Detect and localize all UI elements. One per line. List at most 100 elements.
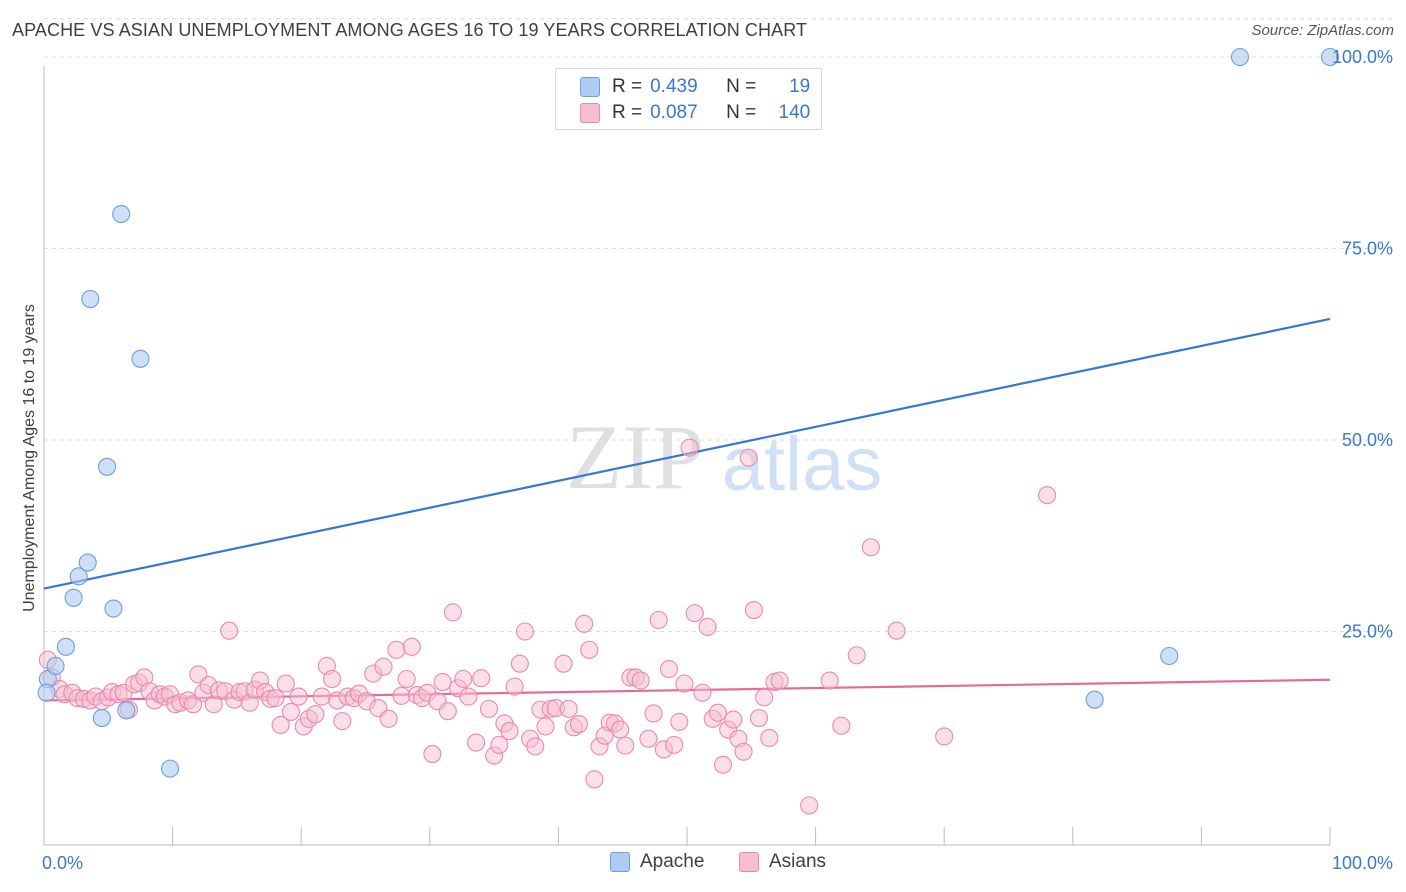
asians-point — [333, 712, 352, 731]
apache-point — [1320, 47, 1340, 67]
asians-point — [479, 699, 499, 718]
asians-point — [575, 614, 594, 633]
asians-point — [649, 610, 668, 630]
legend-n-label: N = — [726, 76, 757, 97]
asians-point — [659, 659, 679, 679]
apache-point — [112, 204, 131, 224]
asians-point — [611, 720, 630, 739]
asians-point — [675, 674, 694, 693]
asians-point — [289, 687, 308, 706]
asians-point — [585, 770, 604, 789]
asians-point — [467, 733, 486, 752]
asians-point — [423, 745, 442, 764]
source-credit: Source: ZipAtlas.com — [1251, 22, 1394, 39]
asians-point — [680, 438, 699, 457]
asians-point — [276, 674, 295, 693]
legend-r-label: R = — [612, 102, 643, 123]
x-tick-label: 100.0% — [1332, 853, 1393, 873]
asians-point — [459, 687, 478, 706]
apache-swatch — [580, 77, 600, 97]
asians-point — [861, 538, 880, 557]
asians-point — [397, 669, 416, 689]
apache-legend-label: Apache — [640, 851, 705, 872]
apache-point — [81, 290, 100, 309]
asians-point — [323, 669, 342, 689]
apache-point — [1160, 646, 1179, 666]
asians-point — [755, 688, 774, 707]
asians-point — [271, 715, 290, 735]
asians-point — [392, 686, 411, 705]
asians-point — [887, 621, 906, 640]
asians-point — [500, 722, 519, 741]
y-tick-label: 25.0% — [1342, 622, 1393, 642]
asians-point — [569, 715, 589, 734]
asians-point — [433, 673, 452, 692]
asians-point — [266, 689, 285, 708]
asians-point — [708, 703, 727, 722]
y-tick-label: 75.0% — [1342, 239, 1393, 259]
asians-point — [559, 699, 578, 718]
asians-point — [379, 709, 398, 728]
asians-point — [749, 709, 769, 728]
asians-point — [526, 737, 545, 756]
asians-point — [220, 621, 239, 640]
asians-point — [505, 677, 524, 696]
asians-point — [443, 603, 462, 622]
asians-point — [770, 671, 789, 690]
asians-legend-label: Asians — [769, 851, 827, 872]
asians-point — [644, 704, 663, 723]
asians-point — [472, 669, 491, 688]
asians-point — [438, 702, 457, 721]
asians-point — [490, 735, 509, 754]
legend-item-asians[interactable]: Asians — [739, 851, 826, 873]
asians-point — [631, 671, 650, 690]
legend-row-asians: R = 0.087 N = 140 — [580, 100, 810, 126]
asians-point — [515, 622, 535, 641]
apache-point — [1085, 690, 1104, 709]
asians-point — [800, 796, 819, 815]
asians-point — [306, 705, 325, 724]
legend-row-apache: R = 0.439 N = 19 — [580, 74, 810, 100]
asians-point — [1038, 486, 1057, 505]
asians-point — [616, 736, 635, 755]
asians-point — [698, 617, 717, 636]
asians-swatch — [580, 103, 600, 123]
asians-point — [670, 712, 689, 731]
apache-point — [37, 683, 56, 702]
asians-legend-swatch — [739, 852, 759, 872]
apache-point — [56, 637, 75, 656]
asians-point — [387, 640, 406, 659]
apache-point — [104, 599, 123, 618]
y-tick-label: 50.0% — [1342, 430, 1393, 450]
asians-point — [744, 601, 763, 620]
legend-item-apache[interactable]: Apache — [610, 851, 704, 873]
asians-point — [580, 640, 599, 659]
asians-point — [760, 728, 779, 748]
asians-point — [454, 669, 473, 689]
legend-r-value: 0.087 — [650, 102, 698, 123]
apache-point — [92, 709, 111, 728]
asians-point — [713, 755, 733, 774]
apache-point — [69, 567, 88, 586]
apache-point — [1230, 47, 1250, 67]
asians-point — [847, 646, 866, 665]
apache-point — [97, 457, 117, 476]
asians-point — [935, 727, 954, 746]
apache-point — [78, 553, 97, 572]
apache-legend-swatch — [610, 852, 630, 872]
asians-point — [724, 710, 743, 729]
asians-point — [402, 637, 421, 656]
asians-point — [734, 742, 753, 761]
asians-point — [665, 735, 684, 754]
asians-point — [693, 683, 712, 702]
x-tick-label: 0.0% — [42, 853, 83, 873]
correlation-legend: R = 0.439 N = 19 R = 0.087 N = 140 — [555, 68, 822, 130]
apache-point — [131, 349, 150, 368]
legend-r-value: 0.439 — [650, 76, 698, 97]
apache-point — [117, 701, 136, 720]
series-legend: Apache Asians — [0, 851, 1406, 879]
y-tick-label: 100.0% — [1332, 47, 1393, 67]
watermark-zip: ZIP — [566, 406, 704, 508]
legend-r-label: R = — [612, 76, 643, 97]
